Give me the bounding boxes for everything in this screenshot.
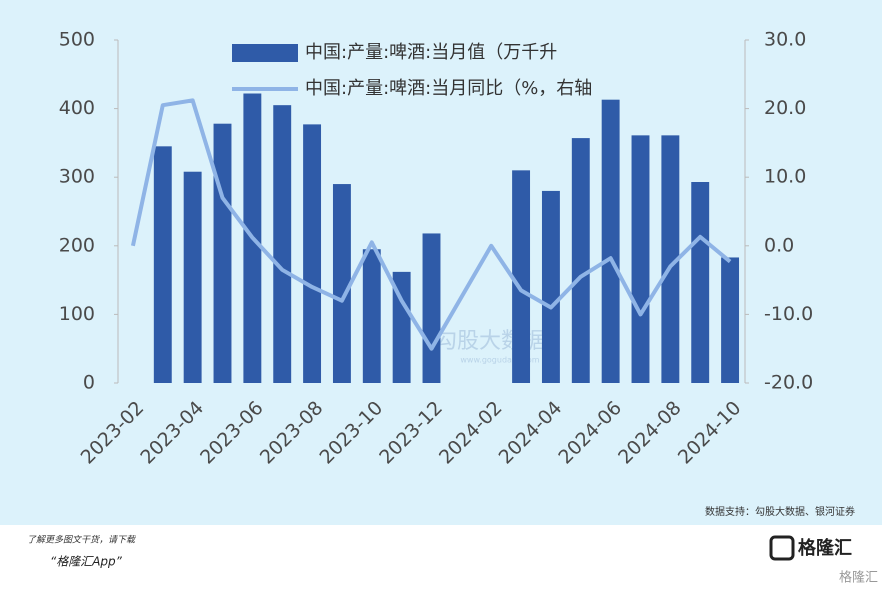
line — [130, 98, 732, 351]
bar — [631, 135, 650, 383]
logo: 格隆汇 — [798, 537, 852, 559]
bar — [183, 171, 202, 383]
y2-tick-label: 30.0 — [764, 29, 806, 51]
corner-logo: 格隆汇 — [839, 570, 878, 586]
y2-tick-label: 20.0 — [764, 97, 806, 119]
bar — [332, 184, 351, 383]
legend-label: 中国:产量:啤酒:当月值（万千升 — [305, 42, 557, 63]
y2-tick-label: -20.0 — [764, 372, 813, 394]
source: 数据支持：勾股大数据、银河证券 — [705, 505, 855, 518]
legend-swatch — [232, 44, 298, 62]
bar — [362, 249, 381, 383]
y-tick-label: 400 — [59, 97, 95, 119]
y-tick-label: 0 — [83, 372, 95, 394]
y-tick-label: 100 — [59, 303, 95, 325]
bar — [721, 257, 740, 383]
bar — [303, 124, 322, 384]
bar — [213, 123, 232, 383]
bar — [541, 190, 560, 383]
bar — [392, 271, 411, 383]
bar — [273, 105, 292, 384]
bar — [153, 146, 172, 383]
legend-label: 中国:产量:啤酒:当月同比（%，右轴 — [305, 78, 592, 99]
footer-app: “格隆汇App” — [50, 555, 123, 569]
bar — [691, 182, 710, 383]
watermark-url: www.gogudata.com — [460, 356, 539, 365]
y2-tick-label: 10.0 — [764, 166, 806, 188]
bar — [661, 135, 680, 383]
bar — [601, 99, 620, 383]
y-tick-label: 300 — [59, 166, 95, 188]
logo-icon — [769, 535, 795, 561]
y-tick-label: 500 — [59, 29, 95, 51]
bar — [571, 138, 590, 383]
y2-tick-label: -10.0 — [764, 303, 813, 325]
y2-tick-label: 0.0 — [764, 234, 794, 256]
footer-text: 了解更多图文干货，请下载 — [27, 535, 136, 546]
bar — [512, 170, 531, 383]
y-tick-label: 200 — [59, 234, 95, 256]
bar — [422, 233, 441, 383]
